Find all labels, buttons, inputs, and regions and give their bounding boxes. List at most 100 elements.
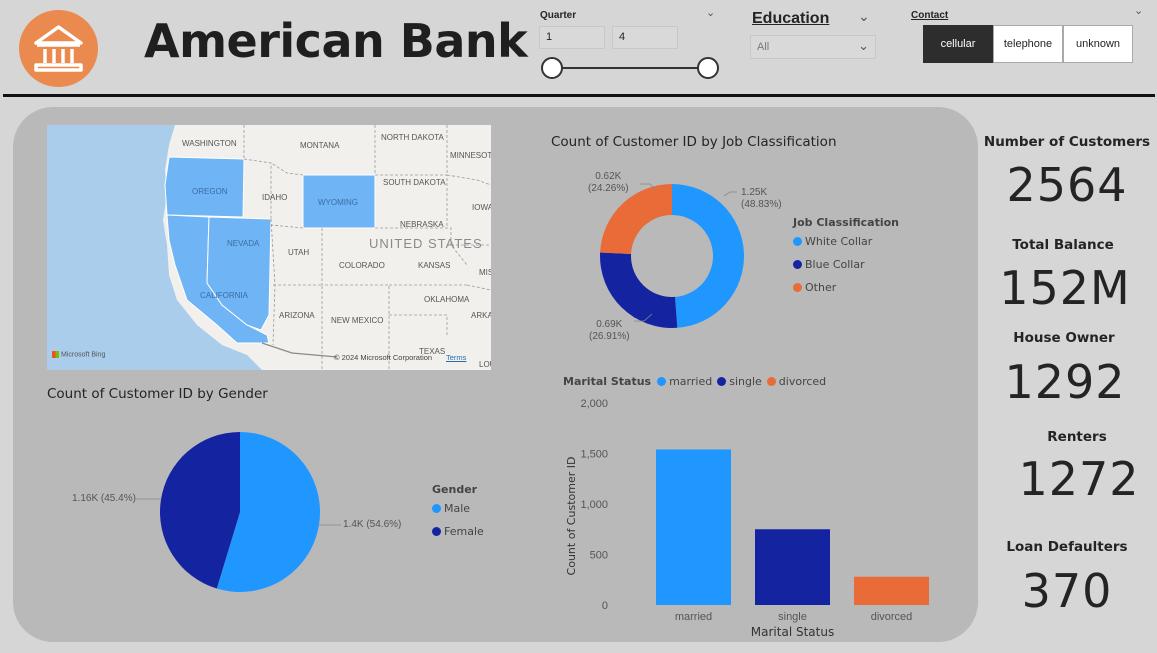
- map-state-label: ARKA: [471, 311, 491, 320]
- contact-option-unknown[interactable]: unknown: [1063, 25, 1133, 63]
- job-data-label-white-collar: 1.25K (48.83%): [741, 187, 782, 210]
- pie-slice-female[interactable]: [159, 432, 240, 589]
- map-country-label: UNITED STATES: [369, 236, 483, 251]
- bar-married[interactable]: [656, 449, 731, 605]
- x-tick-label: married: [675, 611, 712, 623]
- y-tick-label: 0: [602, 600, 608, 612]
- y-tick-label: 1,500: [580, 449, 608, 461]
- gender-label-leaders: [135, 498, 341, 526]
- job-data-label-blue-collar: 0.69K (26.91%): [589, 319, 630, 342]
- map-state-label: NEVADA: [227, 239, 260, 248]
- contact-slicer-title: Contact: [911, 10, 949, 21]
- kpi-label-house-owner: House Owner: [1013, 330, 1115, 346]
- map-state-label: WYOMING: [318, 198, 358, 207]
- kpi-value-total-balance: 152M: [999, 261, 1131, 315]
- job-legend-item-blue-collar[interactable]: Blue Collar: [793, 258, 865, 271]
- education-select[interactable]: All ⌄: [750, 35, 876, 59]
- gender-data-label-female: 1.16K (45.4%): [72, 493, 136, 504]
- job-legend-title: Job Classification: [793, 216, 899, 229]
- kpi-label-total-balance: Total Balance: [1012, 237, 1114, 253]
- donut-slice-white-collar[interactable]: [672, 184, 745, 328]
- x-tick-label: single: [778, 611, 807, 623]
- kpi-value-renters: 1272: [1018, 452, 1140, 506]
- page-title: American Bank: [144, 14, 528, 68]
- bar-divorced[interactable]: [854, 576, 929, 605]
- map-state-label: TEXAS: [419, 347, 446, 356]
- map-state-label: MINNESOTA: [450, 151, 491, 160]
- contact-option-cellular[interactable]: cellular: [923, 25, 993, 63]
- job-donut-chart[interactable]: [596, 180, 748, 332]
- x-axis-title: Marital Status: [751, 625, 834, 639]
- kpi-value-number-of-customers: 2564: [1006, 158, 1128, 212]
- map-state-label: CALIFORNIA: [200, 291, 249, 300]
- y-tick-label: 1,000: [580, 499, 608, 511]
- chevron-down-icon[interactable]: ⌄: [858, 9, 870, 25]
- legend-dot: [793, 237, 802, 246]
- legend-dot: [793, 260, 802, 269]
- map-state-label: MIS: [479, 268, 491, 277]
- bar-single[interactable]: [755, 529, 830, 605]
- job-legend-item-other[interactable]: Other: [793, 281, 836, 294]
- map-state-label: IDAHO: [262, 193, 288, 202]
- marital-legend-item-divorced[interactable]: divorced: [778, 375, 827, 388]
- education-selected-value: All: [757, 41, 770, 53]
- map-state-label: NEW MEXICO: [331, 316, 384, 325]
- bank-icon: [19, 10, 98, 87]
- legend-dot: [657, 377, 667, 386]
- quarter-slider-end-handle[interactable]: [697, 57, 719, 79]
- map-state-label: KANSAS: [418, 261, 451, 270]
- donut-slice-other[interactable]: [600, 184, 672, 254]
- map-brand: Microsoft Bing: [52, 351, 105, 358]
- map-state-label: OREGON: [192, 187, 228, 196]
- map-state-label: SOUTH DAKOTA: [383, 178, 446, 187]
- map-terms-link[interactable]: Terms: [446, 353, 467, 362]
- job-legend-item-white-collar[interactable]: White Collar: [793, 235, 872, 248]
- marital-bar-chart[interactable]: 0 500 1,000 1,500 2,000 Count of Customer ID m…: [556, 392, 956, 642]
- y-tick-label: 2,000: [580, 398, 608, 410]
- quarter-slider-track[interactable]: [552, 67, 708, 69]
- gender-legend-item-female[interactable]: Female: [432, 525, 484, 538]
- gender-data-label-male: 1.4K (54.6%): [343, 519, 402, 530]
- map-state-label: NORTH DAKOTA: [381, 133, 444, 142]
- map-state-label: WASHINGTON: [182, 139, 237, 148]
- map-state-label: LOU: [479, 360, 491, 369]
- map-state-label: IOWA: [472, 203, 491, 212]
- gender-legend-item-male[interactable]: Male: [432, 502, 470, 515]
- job-label-leaders: [634, 183, 737, 322]
- job-chart-title: Count of Customer ID by Job Classificati…: [551, 134, 837, 150]
- map-state-label: OKLAHOMA: [424, 295, 470, 304]
- marital-legend-item-married[interactable]: married: [669, 375, 713, 388]
- header-divider: [3, 94, 1155, 97]
- marital-legend-item-single[interactable]: single: [729, 375, 762, 388]
- customer-map[interactable]: WASHINGTON MONTANA NORTH DAKOTA MINNESOT…: [47, 125, 491, 370]
- map-state-label: UTAH: [288, 248, 310, 257]
- chevron-down-icon[interactable]: ⌄: [1134, 4, 1144, 17]
- gender-pie-chart[interactable]: [158, 430, 322, 594]
- gender-chart-title: Count of Customer ID by Gender: [47, 386, 268, 402]
- y-axis-title: Count of Customer ID: [565, 457, 578, 576]
- legend-dot: [432, 504, 441, 513]
- legend-dot: [717, 377, 727, 386]
- marital-legend-title: Marital Status: [563, 375, 652, 388]
- education-slicer-title: Education: [752, 10, 830, 27]
- legend-dot: [766, 377, 776, 386]
- quarter-from-input[interactable]: 1: [539, 26, 605, 49]
- pie-slice-male[interactable]: [216, 432, 320, 592]
- chevron-down-icon: ⌄: [858, 38, 869, 53]
- job-data-label-other: 0.62K (24.26%): [588, 171, 629, 194]
- chevron-down-icon[interactable]: ⌄: [706, 6, 716, 19]
- quarter-to-input[interactable]: 4: [612, 26, 678, 49]
- contact-option-telephone[interactable]: telephone: [993, 25, 1063, 63]
- donut-slice-blue-collar[interactable]: [600, 252, 678, 328]
- kpi-label-loan-defaulters: Loan Defaulters: [1006, 539, 1128, 555]
- map-state-label: MONTANA: [300, 141, 340, 150]
- x-tick-label: divorced: [871, 611, 913, 623]
- map-state-label: NEBRASKA: [400, 220, 444, 229]
- map-state-label: ARIZONA: [279, 311, 315, 320]
- legend-dot: [793, 283, 802, 292]
- kpi-label-number-of-customers: Number of Customers: [983, 134, 1151, 150]
- quarter-slider-start-handle[interactable]: [541, 57, 563, 79]
- kpi-value-house-owner: 1292: [1004, 355, 1126, 409]
- marital-legend: Marital Status married single divorced: [563, 375, 826, 388]
- gender-legend-title: Gender: [432, 483, 478, 496]
